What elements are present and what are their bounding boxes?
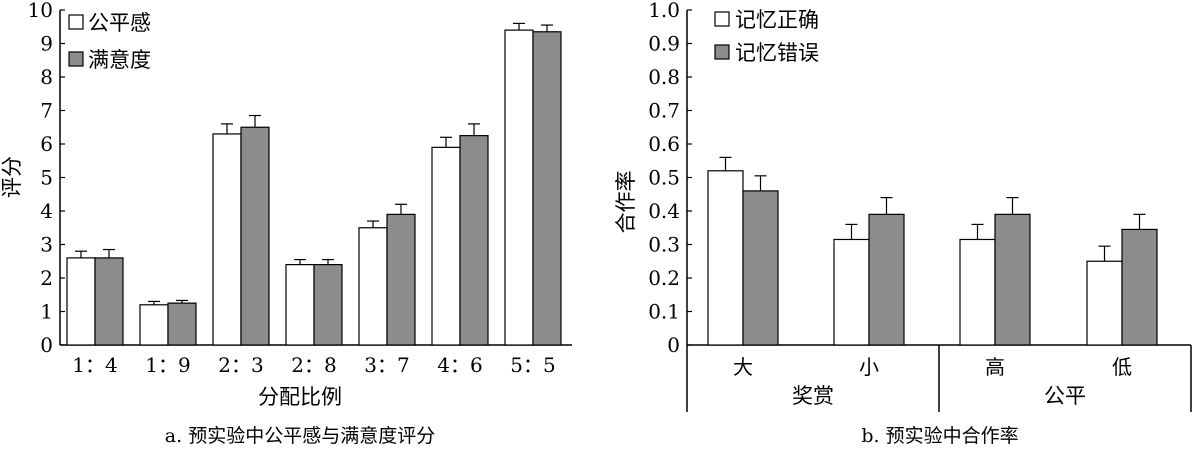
a-bar: [285, 264, 315, 346]
a-y-tick-label: 6: [40, 132, 53, 156]
a-category-label: 2：3: [218, 353, 263, 377]
panel-b-group-label-1: 奖赏: [792, 384, 834, 408]
panel-a-category-labels: 1：4 1：9 2：3 2：8 3：7 4：6 5：5: [72, 353, 555, 377]
panel-a-legend: 公平感 满意度: [68, 11, 151, 72]
b-bar: [1086, 260, 1123, 346]
panel-b-caption: b. 预实验中合作率: [861, 425, 1018, 447]
a-y-tick-label: 3: [40, 233, 53, 257]
b-bar: [707, 170, 744, 346]
b-category-label: 低: [1112, 355, 1132, 379]
a-bar: [212, 133, 242, 346]
a-bar: [167, 302, 197, 346]
a-bar: [532, 31, 562, 346]
a-y-tick-label: 4: [40, 199, 53, 223]
a-y-tick-label: 10: [28, 0, 53, 22]
a-bar: [504, 29, 534, 346]
a-bar: [313, 264, 343, 346]
b-y-tick-label: 0.6: [648, 132, 680, 156]
b-bar: [1121, 228, 1158, 346]
b-y-tick-label: 0.3: [648, 233, 680, 257]
a-category-label: 3：7: [364, 353, 409, 377]
b-bar: [994, 213, 1031, 346]
b-category-label: 小: [859, 355, 879, 379]
b-y-tick-label: 0: [667, 333, 680, 357]
panel-b-category-labels: 大小高低: [733, 355, 1132, 379]
a-y-tick-label: 2: [40, 266, 53, 290]
b-y-tick-label: 0.2: [648, 266, 680, 290]
a-category-label: 1：9: [145, 353, 190, 377]
a-y-tick-label: 9: [40, 32, 53, 56]
panel-b-legend: 记忆正确 记忆错误: [714, 8, 819, 65]
panel-b-group-label-2: 公平: [1044, 384, 1086, 408]
a-category-label: 4：6: [437, 353, 482, 377]
a-category-label: 5：5: [510, 353, 555, 377]
a-bar: [240, 126, 270, 346]
a-y-tick-label: 8: [40, 65, 53, 89]
b-y-tick-label: 0.1: [648, 300, 680, 324]
a-category-label: 2：8: [291, 353, 336, 377]
a-bar: [66, 257, 96, 346]
panel-a-legend-label-1: 公平感: [88, 11, 151, 35]
panel-b-y-ticks: 0 0.1 0.2 0.3 0.4 0.5 0.6 0.7 0.8 0.9 1.0: [648, 0, 692, 357]
panel-a-y-ticks: 0 1 2 3 4 5 6 7 8 9 10: [28, 0, 65, 357]
panel-a-y-axis-title: 评分: [0, 156, 24, 198]
panel-b: 00.10.20.30.40.50.60.70.80.91.0 大小高低 奖赏 …: [614, 0, 1192, 447]
b-y-tick-label: 0.9: [648, 32, 680, 56]
b-y-tick-label: 1.0: [648, 0, 680, 22]
a-bar: [94, 257, 124, 346]
b-y-tick-label: 0.5: [648, 166, 680, 190]
panel-a-legend-label-2: 满意度: [88, 48, 151, 72]
a-y-tick-label: 5: [40, 166, 53, 190]
b-bar: [833, 238, 870, 346]
b-bar: [959, 238, 996, 346]
panel-a-legend-swatch-1: [68, 14, 84, 30]
a-bar: [139, 304, 169, 346]
panel-b-bars: [707, 156, 1158, 346]
panel-b-y-axis-title: 合作率: [614, 171, 638, 234]
a-bar: [459, 135, 489, 346]
a-bar: [358, 227, 388, 346]
a-bar: [431, 146, 461, 346]
panel-b-legend-swatch-2: [714, 44, 730, 60]
panel-a-bars: [66, 22, 562, 346]
b-y-tick-label: 0.8: [648, 65, 680, 89]
b-bar: [868, 213, 905, 346]
a-bar: [386, 213, 416, 346]
panel-a-x-axis-title: 分配比例: [258, 385, 342, 409]
panel-a-legend-swatch-2: [68, 51, 84, 67]
panel-b-legend-label-1: 记忆正确: [735, 8, 819, 32]
panel-b-legend-label-2: 记忆错误: [735, 41, 819, 65]
a-y-tick-label: 1: [40, 300, 53, 324]
a-y-tick-label: 7: [40, 99, 53, 123]
panel-b-legend-swatch-1: [714, 11, 730, 27]
a-category-label: 1：4: [72, 353, 117, 377]
b-bar: [742, 190, 779, 346]
b-category-label: 大: [733, 355, 753, 379]
b-y-tick-label: 0.7: [648, 99, 680, 123]
b-category-label: 高: [985, 355, 1005, 379]
b-y-tick-label: 0.4: [648, 199, 680, 223]
panel-a-caption: a. 预实验中公平感与满意度评分: [165, 425, 435, 447]
a-y-tick-label: 0: [40, 333, 53, 357]
